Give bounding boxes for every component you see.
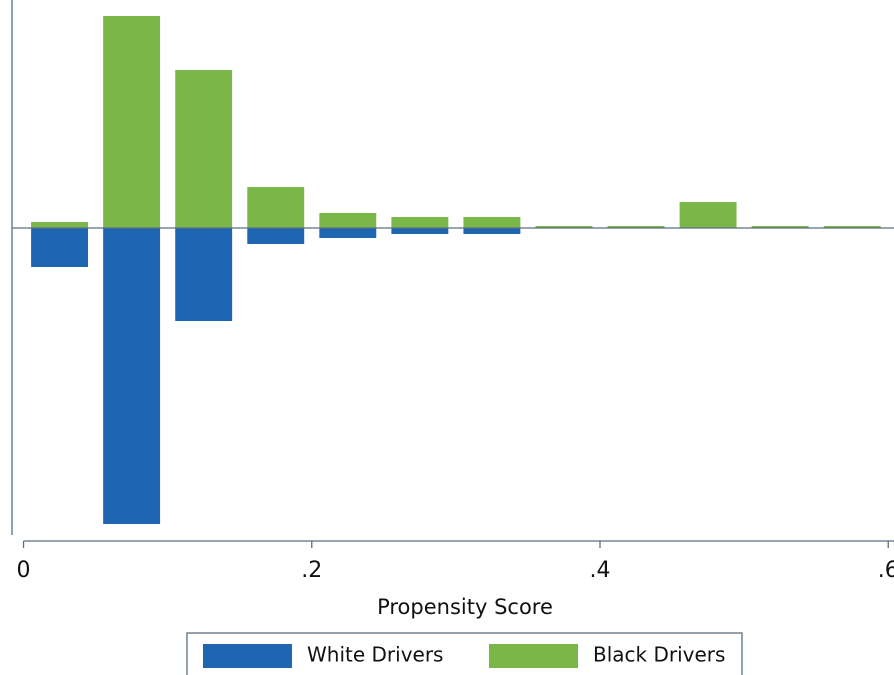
legend-label: Black Drivers [593, 643, 725, 667]
bar [535, 226, 593, 228]
x-axis-label: Propensity Score [377, 595, 553, 619]
bar [103, 16, 161, 228]
bar [319, 228, 377, 238]
bar [751, 226, 809, 228]
bar [679, 202, 737, 228]
bar [247, 187, 305, 228]
bar [319, 213, 377, 228]
bar [103, 228, 161, 524]
x-tick-label: .6 [878, 558, 894, 583]
legend-box [186, 632, 743, 675]
bar [463, 228, 521, 234]
bar [463, 217, 521, 228]
bar [175, 70, 233, 228]
bar [391, 228, 449, 234]
bar [607, 226, 665, 228]
x-tick-label: .2 [301, 558, 322, 583]
bar [823, 226, 881, 228]
x-tick-label: .4 [590, 558, 611, 583]
bar [175, 228, 233, 321]
x-tick-label: 0 [17, 558, 31, 583]
legend-swatch [203, 644, 292, 668]
bar [31, 222, 89, 228]
legend-swatch [489, 644, 578, 668]
bar [247, 228, 305, 244]
bar [31, 228, 89, 267]
bar [391, 217, 449, 228]
legend-label: White Drivers [307, 643, 443, 667]
